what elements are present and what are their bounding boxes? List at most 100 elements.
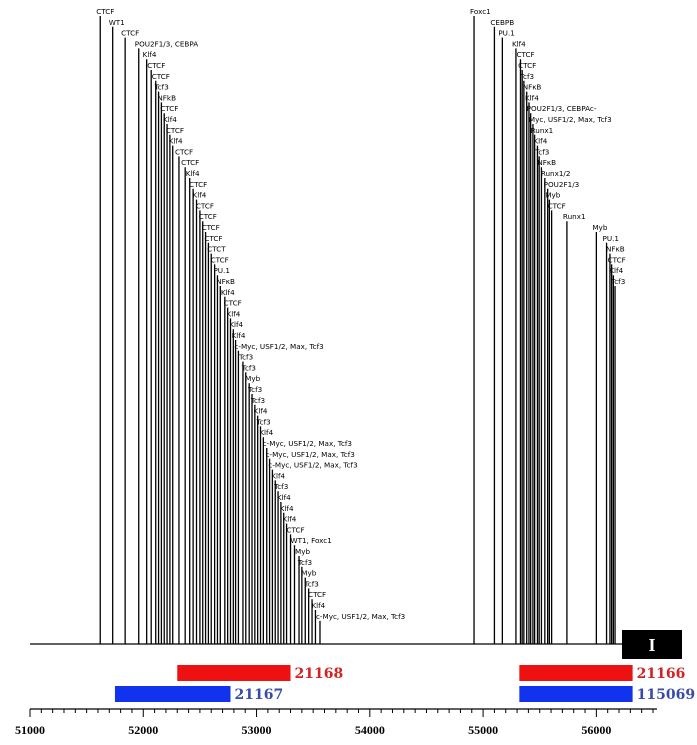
site-label: CTCF — [147, 61, 165, 70]
site-label: Klf4 — [226, 309, 240, 318]
site-label: WT1 — [109, 18, 125, 27]
site-label: PU.1 — [603, 234, 619, 243]
site-label: CTCF — [152, 72, 170, 81]
site-label: POU2F1/3 — [544, 180, 580, 189]
site-label: Tcf3 — [238, 353, 253, 362]
site-label: Myb — [295, 547, 310, 556]
coverage-bar — [519, 665, 633, 681]
site-label: Klf4 — [163, 115, 177, 124]
site-label: CTCF — [224, 299, 242, 308]
site-label: c-Myc, USF1/2, Max, Tcf3 — [263, 439, 352, 448]
coverage-bar-label: 21168 — [295, 666, 344, 682]
site-label: Klf4 — [229, 320, 243, 329]
region-box-rect — [622, 630, 682, 659]
site-label: CTCF — [96, 7, 114, 16]
site-label: Myb — [592, 223, 607, 232]
site-label: CTCF — [204, 234, 222, 243]
site-label: Tcf3 — [297, 558, 312, 567]
site-label: Tcf3 — [241, 363, 256, 372]
site-label: Klf4 — [280, 504, 294, 513]
site-label: Myb — [301, 569, 316, 578]
site-label: c-Myc, USF1/2, Max, Tcf3 — [268, 461, 357, 470]
coverage-bar — [114, 686, 231, 702]
coverage-bar-label: 21166 — [637, 666, 686, 682]
site-label: Myc, USF1/2, Max, Tcf3 — [529, 115, 612, 124]
region-box-label: I — [648, 635, 655, 655]
position-axis: 51000 52000 53000 54000 55000 56000 — [15, 708, 657, 737]
site-label: CTCF — [189, 180, 207, 189]
site-label: Runx1 — [531, 126, 554, 135]
site-label: CTCF — [121, 29, 139, 38]
site-label: CTCF — [175, 147, 193, 156]
site-label: CTCF — [548, 201, 566, 210]
site-label: Tcf3 — [154, 83, 169, 92]
coverage-bar — [177, 665, 291, 681]
site-label: CTCF — [287, 525, 305, 534]
site-label: Klf4 — [254, 407, 268, 416]
site-label: Myb — [545, 191, 560, 200]
site-label: Tcf3 — [256, 417, 271, 426]
site-label: Tcf3 — [273, 482, 288, 491]
site-label: CTCF — [516, 50, 534, 59]
tick-label: 55000 — [468, 723, 498, 737]
site-label: Klf4 — [259, 428, 273, 437]
site-label: Klf4 — [271, 471, 285, 480]
region-box: I — [622, 630, 682, 659]
tick-label: 51000 — [15, 723, 45, 737]
site-label: WT1, Foxc1 — [290, 536, 331, 545]
site-label: Klf4 — [609, 266, 623, 275]
site-label: Tcf3 — [250, 396, 265, 405]
site-label: CEBPB — [490, 18, 514, 27]
site-label: CTCF — [160, 104, 178, 113]
site-label: CTCF — [518, 61, 536, 70]
site-label: Klf4 — [311, 601, 325, 610]
site-label: CTCT — [207, 245, 226, 254]
site-label: CTCF — [166, 126, 184, 135]
coverage-bar-label: 21167 — [234, 687, 283, 703]
site-label: c-Myc, USF1/2, Max, Tcf3 — [316, 612, 405, 621]
site-label: PU.1 — [213, 266, 229, 275]
site-label: Foxc1 — [470, 7, 491, 16]
site-label: CTCF — [211, 255, 229, 264]
site-label: NFκB — [606, 245, 625, 254]
site-label: PU.1 — [498, 29, 514, 38]
tick-label: 54000 — [355, 723, 385, 737]
site-label: Runx1 — [563, 212, 586, 221]
site-label: Klf4 — [143, 50, 157, 59]
site-label: Klf4 — [186, 169, 200, 178]
site-label: CTCF — [196, 201, 214, 210]
site-label: NFκB — [216, 277, 235, 286]
coverage-bar — [519, 686, 633, 702]
site-label: Klf4 — [169, 137, 183, 146]
site-label: Klf4 — [193, 191, 207, 200]
site-label: CTCF — [308, 590, 326, 599]
coverage-bar-label: 115069 — [637, 687, 695, 703]
tick-label: 52000 — [128, 723, 158, 737]
tick-label: 53000 — [242, 723, 272, 737]
site-label: c-Myc, USF1/2, Max, Tcf3 — [234, 342, 323, 351]
site-label: CTCF — [181, 158, 199, 167]
site-label: Klf4 — [232, 331, 246, 340]
site-label: CTCF — [199, 212, 217, 221]
site-label: Runx1/2 — [541, 169, 571, 178]
site-label: POU2F1/3, CEBPAc- — [527, 104, 597, 113]
tick-label: 56000 — [581, 723, 611, 737]
site-label: Klf4 — [277, 493, 291, 502]
site-label: Tcf3 — [304, 579, 319, 588]
site-label: NFκB — [523, 83, 542, 92]
site-label: Tcf3 — [247, 385, 262, 394]
site-label: Tcf3 — [610, 277, 625, 286]
site-label: Tcf3 — [534, 147, 549, 156]
site-label: Myb — [245, 374, 260, 383]
site-label: Tcf3 — [519, 72, 534, 81]
coverage-bars: 21168 21166 21167 115069 — [114, 665, 695, 703]
site-label: Klf4 — [283, 515, 297, 524]
site-label: Klf4 — [533, 137, 547, 146]
site-label: Klf4 — [525, 93, 539, 102]
site-label: c-Myc, USF1/2, Max, Tcf3 — [266, 450, 355, 459]
site-label: CTCF — [202, 223, 220, 232]
site-label: CTCF — [608, 255, 626, 264]
site-label: Klf4 — [221, 288, 235, 297]
